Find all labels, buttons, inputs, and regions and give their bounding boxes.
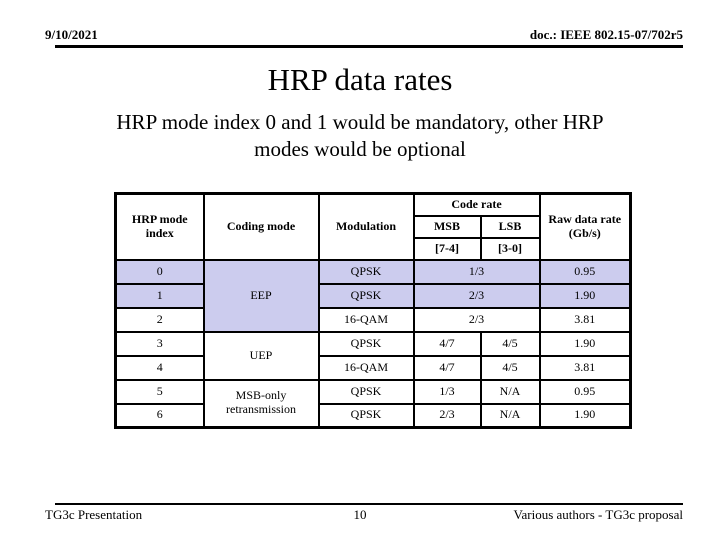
col-header-msb-bits: [7-4] bbox=[412, 236, 482, 261]
col-header-msb: MSB bbox=[412, 214, 482, 239]
cell-code-rate: 2/3 bbox=[412, 282, 541, 309]
table-header-row-1: HRP mode index Coding mode Modulation Co… bbox=[114, 192, 632, 261]
hrp-data-rates-table: HRP mode index Coding mode Modulation Co… bbox=[114, 192, 632, 429]
cell-modulation: QPSK bbox=[317, 282, 415, 309]
table-header-row-2: MSB LSB bbox=[116, 214, 631, 239]
table-body: 0 EEP QPSK 1/3 0.95 1 QPSK 2/3 1.90 2 16… bbox=[114, 258, 632, 429]
cell-code-rate-lsb: 4/5 bbox=[479, 354, 541, 381]
col-header-lsb: LSB bbox=[479, 214, 541, 239]
footer-page-number: 10 bbox=[353, 507, 367, 522]
cell-modulation: QPSK bbox=[317, 378, 415, 405]
cell-mode-index: 0 bbox=[114, 258, 205, 285]
cell-mode-index: 4 bbox=[114, 354, 205, 381]
slide-subtitle: HRP mode index 0 and 1 would be mandator… bbox=[116, 110, 604, 161]
col-header-coding-mode: Coding mode bbox=[202, 192, 320, 261]
col-header-raw-data-rate: Raw data rate (Gb/s) bbox=[538, 192, 632, 261]
col-header-code-rate: Code rate bbox=[412, 192, 541, 217]
cell-coding-mode-uep: UEP bbox=[202, 330, 320, 381]
col-header-lsb-bits: [3-0] bbox=[479, 236, 541, 261]
cell-coding-mode-eep: EEP bbox=[202, 258, 320, 333]
cell-modulation: 16-QAM bbox=[317, 354, 415, 381]
cell-code-rate-msb: 4/7 bbox=[412, 330, 482, 357]
cell-code-rate-msb: 2/3 bbox=[412, 402, 482, 429]
header-date: 9/10/2021 bbox=[45, 27, 98, 42]
cell-modulation: QPSK bbox=[317, 330, 415, 357]
cell-mode-index: 3 bbox=[114, 330, 205, 357]
cell-raw-data-rate: 0.95 bbox=[538, 378, 632, 405]
table-row-mode-3: 3 UEP QPSK 4/7 4/5 1.90 bbox=[114, 330, 632, 381]
cell-modulation: QPSK bbox=[317, 402, 415, 429]
cell-raw-data-rate: 0.95 bbox=[538, 258, 632, 285]
cell-code-rate-msb: 1/3 bbox=[412, 378, 482, 405]
cell-code-rate: 2/3 bbox=[412, 306, 541, 333]
slide-title: HRP data rates bbox=[267, 62, 453, 97]
cell-raw-data-rate: 1.90 bbox=[538, 330, 632, 357]
col-header-mode-index: HRP mode index bbox=[114, 192, 205, 261]
header-divider bbox=[55, 45, 683, 48]
table-row-mode-2: 2 16-QAM 2/3 3.81 bbox=[114, 306, 632, 333]
table-header: HRP mode index Coding mode Modulation Co… bbox=[114, 192, 632, 261]
cell-mode-index: 2 bbox=[114, 306, 205, 333]
cell-mode-index: 6 bbox=[114, 402, 205, 429]
cell-modulation: 16-QAM bbox=[317, 306, 415, 333]
footer-divider bbox=[55, 503, 683, 505]
table-row-mode-6: 6 QPSK 2/3 N/A 1.90 bbox=[114, 402, 632, 429]
table-row-mode-5: 5 MSB-only retransmission QPSK 1/3 N/A 0… bbox=[114, 378, 632, 429]
table-row-mode-0: 0 EEP QPSK 1/3 0.95 bbox=[114, 258, 632, 333]
col-header-modulation: Modulation bbox=[317, 192, 415, 261]
cell-mode-index: 1 bbox=[114, 282, 205, 309]
cell-mode-index: 5 bbox=[114, 378, 205, 405]
cell-code-rate: 1/3 bbox=[412, 258, 541, 285]
cell-raw-data-rate: 3.81 bbox=[538, 354, 632, 381]
table-header-row-3: [7-4] [3-0] bbox=[116, 236, 631, 261]
cell-raw-data-rate: 1.90 bbox=[538, 282, 632, 309]
cell-code-rate-lsb: N/A bbox=[479, 402, 541, 429]
cell-coding-mode-msb-only: MSB-only retransmission bbox=[202, 378, 320, 429]
header-doc-number: doc.: IEEE 802.15-07/702r5 bbox=[529, 27, 683, 42]
table-row-mode-4: 4 16-QAM 4/7 4/5 3.81 bbox=[114, 354, 632, 381]
footer-authors-label: Various authors - TG3c proposal bbox=[513, 507, 683, 522]
cell-code-rate-lsb: 4/5 bbox=[479, 330, 541, 357]
cell-raw-data-rate: 3.81 bbox=[538, 306, 632, 333]
footer-presentation-label: TG3c Presentation bbox=[45, 507, 143, 522]
table-row-mode-1: 1 QPSK 2/3 1.90 bbox=[114, 282, 632, 309]
cell-raw-data-rate: 1.90 bbox=[538, 402, 632, 429]
cell-code-rate-lsb: N/A bbox=[479, 378, 541, 405]
cell-modulation: QPSK bbox=[317, 258, 415, 285]
cell-code-rate-msb: 4/7 bbox=[412, 354, 482, 381]
